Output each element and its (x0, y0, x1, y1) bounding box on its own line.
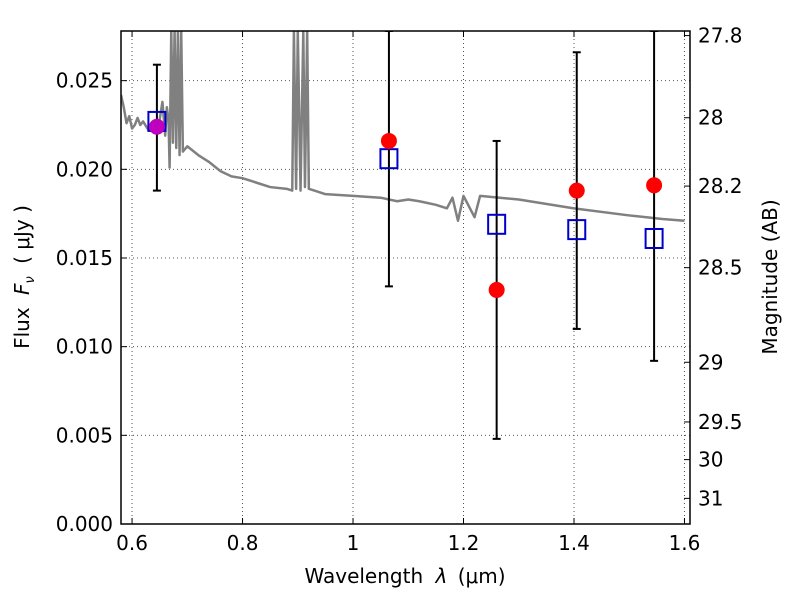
y2-tick-label: 31 (698, 486, 723, 510)
x-tick-label: 0.8 (227, 531, 259, 555)
plot-area (121, 31, 685, 440)
observed-point (148, 118, 165, 135)
x-tick-label: 0.6 (116, 531, 148, 555)
axis-ticks: 0.6 0.8 1 1.2 1.4 1.6 0.000 0.005 0.010 0.015 0.02… (56, 24, 743, 555)
y2-tick-label: 28 (698, 106, 723, 130)
observed-point (380, 132, 397, 149)
y2-tick-label: 28.2 (698, 174, 743, 198)
plot-frame (120, 30, 691, 525)
y-tick-label: 0.015 (56, 246, 113, 270)
secondary-y-axis-label: Magnitude (AB) (758, 199, 782, 354)
y-tick-label: 0.025 (56, 69, 113, 93)
y-axis-label: Flux Fν ( μJy ) (10, 205, 39, 349)
observed-point (646, 177, 663, 194)
x-axis-label: Wavelength λ (μm) (304, 564, 505, 588)
model-photometry-square (379, 148, 399, 170)
model-photometry-square (644, 227, 664, 249)
y-tick-label: 0.020 (56, 157, 113, 181)
y-tick-label: 0.005 (56, 423, 113, 447)
observed-point (568, 182, 585, 199)
x-tick-label: 1.6 (669, 531, 701, 555)
x-tick-label: 1.4 (558, 531, 590, 555)
y-tick-label: 0.000 (56, 512, 113, 536)
x-tick-label: 1.2 (448, 531, 480, 555)
y2-tick-label: 29.5 (698, 410, 743, 434)
grid-lines (121, 31, 690, 525)
y2-tick-label: 27.8 (698, 24, 743, 48)
model-photometry-square (487, 213, 507, 235)
model-spectrum-line (121, 31, 685, 222)
y2-tick-label: 29 (698, 350, 723, 374)
x-tick-label: 1 (347, 531, 360, 555)
y2-tick-label: 30 (698, 448, 723, 472)
model-photometry-square (567, 219, 587, 241)
axes-frame (120, 30, 691, 525)
observed-point (488, 281, 505, 298)
y-tick-label: 0.010 (56, 335, 113, 359)
y2-tick-label: 28.5 (698, 256, 743, 280)
